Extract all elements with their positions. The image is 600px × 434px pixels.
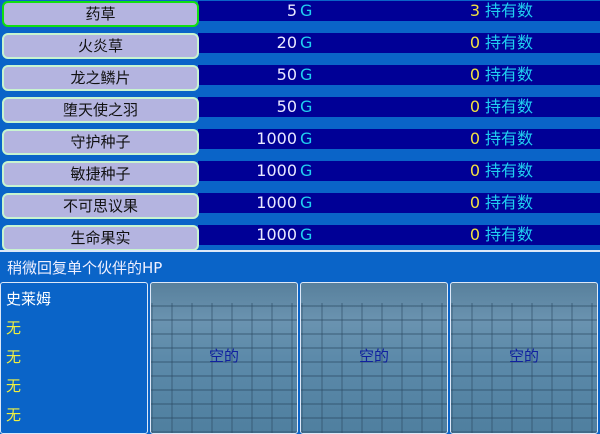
owned-count: 0 <box>469 161 480 180</box>
item-price: 1000 <box>256 129 297 148</box>
owned-count: 0 <box>469 65 480 84</box>
item-row[interactable]: 火炎草 20 G 0 持有数 <box>0 32 600 64</box>
character-status-panel: 史莱姆 无 无 无 无 <box>0 282 148 434</box>
row-band <box>198 193 600 213</box>
row-band <box>198 129 600 149</box>
item-row[interactable]: 敏捷种子 1000 G 0 持有数 <box>0 160 600 192</box>
owned-label: 持有数 <box>485 65 534 84</box>
currency-unit: G <box>300 65 313 84</box>
item-button[interactable]: 敏捷种子 <box>2 161 199 187</box>
item-price: 50 <box>276 97 297 116</box>
item-button[interactable]: 龙之鳞片 <box>2 65 199 91</box>
item-row[interactable]: 生命果实 1000 G 0 持有数 <box>0 224 600 256</box>
item-row[interactable]: 堕天使之羽 50 G 0 持有数 <box>0 96 600 128</box>
item-button[interactable]: 药草 <box>2 1 199 27</box>
party-slot-1[interactable]: 空的 <box>150 282 298 434</box>
description-bar: 稍微回复单个伙伴的HP <box>0 250 600 281</box>
owned-count: 0 <box>469 33 480 52</box>
row-band <box>198 1 600 21</box>
item-button[interactable]: 不可思议果 <box>2 193 199 219</box>
owned-label: 持有数 <box>485 97 534 116</box>
owned-label: 持有数 <box>485 129 534 148</box>
currency-unit: G <box>300 33 313 52</box>
item-price: 1000 <box>256 225 297 244</box>
equipment-slot: 无 <box>6 348 22 366</box>
item-row[interactable]: 药草 5 G 3 持有数 <box>0 0 600 32</box>
equipment-slot: 无 <box>6 406 22 424</box>
character-name: 史莱姆 <box>6 290 52 308</box>
currency-unit: G <box>300 97 313 116</box>
owned-count: 0 <box>469 225 480 244</box>
item-row[interactable]: 龙之鳞片 50 G 0 持有数 <box>0 64 600 96</box>
item-price: 20 <box>276 33 297 52</box>
currency-unit: G <box>300 225 313 244</box>
owned-count: 0 <box>469 193 480 212</box>
row-band <box>198 161 600 181</box>
owned-label: 持有数 <box>485 1 534 20</box>
currency-unit: G <box>300 193 313 212</box>
equipment-slot: 无 <box>6 319 22 337</box>
row-band <box>198 33 600 53</box>
currency-unit: G <box>300 1 313 20</box>
item-button[interactable]: 守护种子 <box>2 129 199 155</box>
item-price: 50 <box>276 65 297 84</box>
party-slot-3[interactable]: 空的 <box>450 282 598 434</box>
slot-label: 空的 <box>208 347 239 365</box>
owned-label: 持有数 <box>485 225 534 244</box>
owned-label: 持有数 <box>485 193 534 212</box>
owned-count: 0 <box>469 129 480 148</box>
item-row[interactable]: 守护种子 1000 G 0 持有数 <box>0 128 600 160</box>
item-row[interactable]: 不可思议果 1000 G 0 持有数 <box>0 192 600 224</box>
item-price: 5 <box>286 1 297 20</box>
equipment-slot: 无 <box>6 377 22 395</box>
item-button[interactable]: 火炎草 <box>2 33 199 59</box>
slot-label: 空的 <box>358 347 389 365</box>
item-price: 1000 <box>256 193 297 212</box>
owned-label: 持有数 <box>485 161 534 180</box>
item-button[interactable]: 堕天使之羽 <box>2 97 199 123</box>
owned-label: 持有数 <box>485 33 534 52</box>
row-band <box>198 65 600 85</box>
currency-unit: G <box>300 129 313 148</box>
party-slot-2[interactable]: 空的 <box>300 282 448 434</box>
row-band <box>198 97 600 117</box>
owned-count: 0 <box>469 97 480 116</box>
owned-count: 3 <box>469 1 480 20</box>
currency-unit: G <box>300 161 313 180</box>
description-text: 稍微回复单个伙伴的HP <box>7 259 163 277</box>
item-price: 1000 <box>256 161 297 180</box>
item-button[interactable]: 生命果实 <box>2 225 199 251</box>
row-band <box>198 225 600 245</box>
slot-label: 空的 <box>508 347 539 365</box>
